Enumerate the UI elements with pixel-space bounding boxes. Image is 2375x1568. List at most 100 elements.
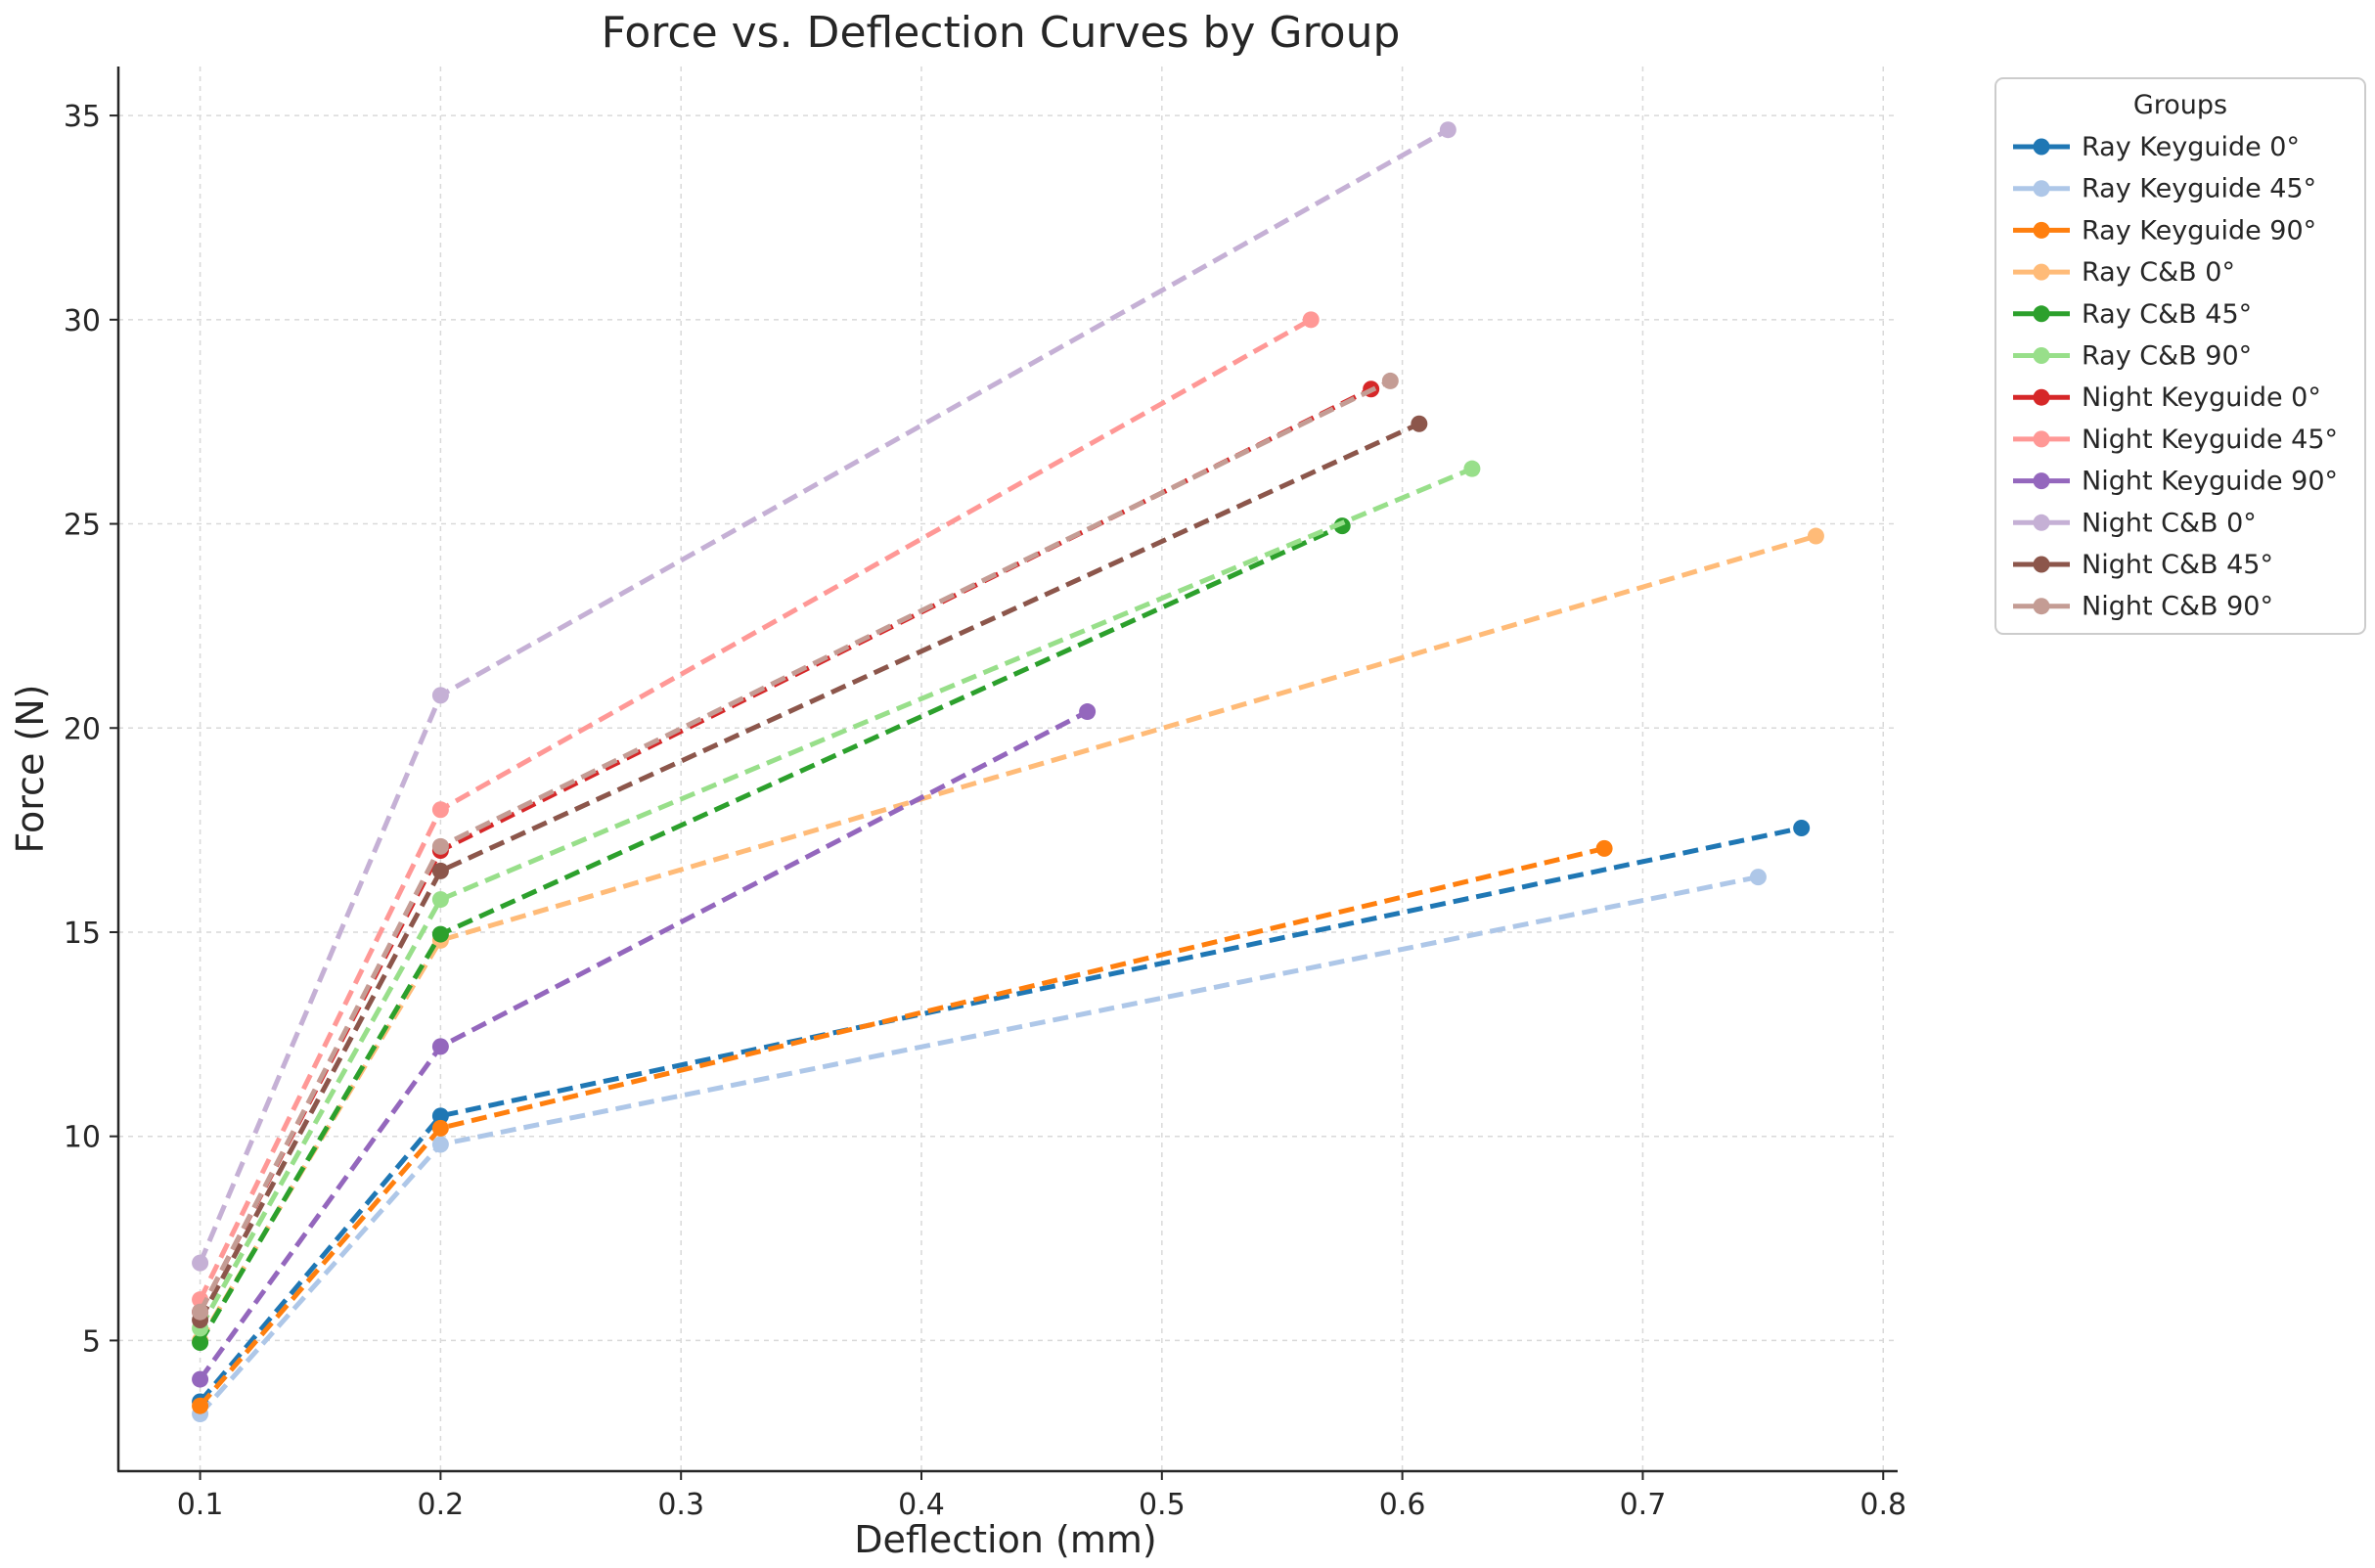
series — [192, 839, 1613, 1414]
data-point — [192, 1334, 209, 1352]
x-tick-label: 0.2 — [418, 1488, 465, 1522]
series — [192, 460, 1481, 1337]
y-tick-label: 5 — [82, 1324, 101, 1359]
x-axis-label: Deflection (mm) — [854, 1518, 1156, 1561]
series — [192, 703, 1097, 1388]
data-point — [431, 1119, 449, 1137]
legend-label: Night C&B 90° — [2082, 592, 2273, 622]
x-tick-label: 0.6 — [1379, 1488, 1426, 1522]
legend-item: Ray Keyguide 0° — [2013, 132, 2300, 162]
legend-swatch-marker — [2033, 472, 2050, 490]
series-line — [198, 317, 1313, 1301]
data-point — [1079, 703, 1097, 721]
legend-item: Ray C&B 45° — [2013, 299, 2252, 330]
legend-swatch-marker — [2033, 305, 2050, 323]
legend-label: Ray Keyguide 45° — [2082, 174, 2316, 204]
legend-label: Night C&B 0° — [2082, 508, 2257, 538]
data-point — [431, 801, 449, 819]
legend-swatch-marker — [2033, 347, 2050, 364]
data-point — [1302, 311, 1320, 329]
y-tick-label: 15 — [64, 917, 101, 951]
series-lines — [192, 121, 1824, 1423]
series-line — [198, 709, 1089, 1381]
y-tick-label: 10 — [64, 1121, 101, 1155]
axes — [116, 67, 1898, 1473]
legend-label: Ray C&B 90° — [2082, 341, 2252, 372]
y-axis-label: Force (N) — [9, 685, 52, 854]
legend-swatch-marker — [2033, 598, 2050, 615]
data-point — [431, 862, 449, 879]
x-tick-label: 0.7 — [1620, 1488, 1667, 1522]
series — [192, 121, 1456, 1272]
data-point — [1333, 517, 1351, 535]
x-tick-label: 0.1 — [177, 1488, 224, 1522]
y-tick-label: 30 — [64, 304, 101, 338]
series — [192, 372, 1399, 1321]
legend-label: Night C&B 45° — [2082, 550, 2273, 580]
data-point — [192, 1370, 209, 1388]
legend-title: Groups — [2133, 90, 2227, 120]
grid — [118, 67, 1898, 1471]
legend-item: Night C&B 90° — [2013, 592, 2273, 622]
data-point — [1381, 372, 1399, 389]
legend-item: Night C&B 45° — [2013, 550, 2273, 580]
legend-items: Ray Keyguide 0° Ray Keyguide 45° Ray Keygu… — [2013, 132, 2338, 622]
data-point — [1463, 460, 1481, 477]
legend-swatch-marker — [2033, 514, 2050, 531]
data-point — [192, 1254, 209, 1272]
data-point — [431, 925, 449, 943]
legend-item: Ray C&B 90° — [2013, 341, 2252, 372]
series — [192, 415, 1428, 1329]
y-tick-label: 20 — [64, 712, 101, 746]
data-point — [431, 687, 449, 704]
legend: Groups Ray Keyguide 0°Ray Keyguide 45°Ra… — [1994, 77, 2366, 635]
legend-item: Night Keyguide 90° — [2013, 467, 2338, 497]
y-ticks: 5 10 15 20 25 30 35 — [64, 100, 118, 1359]
series — [192, 517, 1351, 1352]
data-point — [431, 891, 449, 909]
series-line — [198, 422, 1420, 1322]
x-tick-label: 0.5 — [1139, 1488, 1186, 1522]
series-line — [198, 533, 1817, 1342]
legend-item: Ray C&B 0° — [2013, 257, 2235, 288]
legend-swatch-marker — [2033, 430, 2050, 448]
x-tick-label: 0.8 — [1860, 1488, 1906, 1522]
legend-label: Ray Keyguide 90° — [2082, 215, 2316, 246]
legend-box — [1994, 77, 2366, 635]
chart-title: Force vs. Deflection Curves by Group — [602, 8, 1401, 58]
legend-swatch-marker — [2033, 138, 2050, 156]
legend-label: Ray C&B 0° — [2082, 257, 2235, 288]
data-point — [431, 837, 449, 855]
legend-label: Night Keyguide 45° — [2082, 425, 2338, 455]
data-point — [1439, 121, 1456, 139]
legend-item: Night Keyguide 0° — [2013, 382, 2321, 413]
legend-item: Night C&B 0° — [2013, 508, 2257, 538]
data-point — [192, 1303, 209, 1321]
legend-swatch-marker — [2033, 388, 2050, 406]
data-point — [192, 1397, 209, 1414]
legend-item: Ray Keyguide 90° — [2013, 215, 2316, 246]
legend-item: Ray Keyguide 45° — [2013, 174, 2316, 204]
legend-label: Night Keyguide 90° — [2082, 467, 2338, 497]
data-point — [1749, 869, 1767, 886]
legend-label: Ray Keyguide 0° — [2082, 132, 2300, 162]
series-line — [198, 826, 1803, 1404]
legend-swatch-marker — [2033, 180, 2050, 198]
data-point — [431, 1136, 449, 1153]
data-point — [431, 1107, 449, 1125]
y-tick-label: 35 — [64, 100, 101, 134]
legend-swatch-marker — [2033, 263, 2050, 281]
legend-item: Night Keyguide 45° — [2013, 425, 2338, 455]
series — [192, 311, 1320, 1309]
data-point — [1411, 415, 1428, 432]
data-point — [431, 1038, 449, 1055]
x-ticks: 0.1 0.2 0.3 0.4 0.5 0.6 0.7 0.8 — [177, 1471, 1906, 1522]
data-point — [1793, 820, 1811, 837]
x-tick-label: 0.3 — [657, 1488, 704, 1522]
legend-label: Night Keyguide 0° — [2082, 382, 2321, 413]
x-tick-label: 0.4 — [898, 1488, 945, 1522]
y-tick-label: 25 — [64, 509, 101, 543]
data-point — [1807, 527, 1824, 545]
legend-label: Ray C&B 45° — [2082, 299, 2252, 330]
